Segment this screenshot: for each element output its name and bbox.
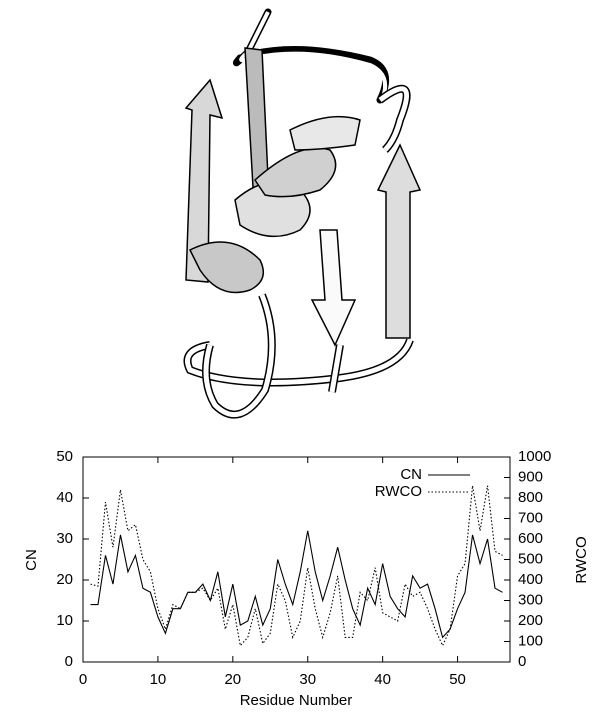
y2-tick-label: 800 bbox=[518, 489, 543, 506]
helix bbox=[289, 115, 361, 151]
loop bbox=[329, 344, 343, 393]
y2-tick-label: 900 bbox=[518, 468, 543, 485]
loop bbox=[185, 339, 413, 385]
y2-tick-label: 100 bbox=[518, 632, 543, 649]
series-line bbox=[90, 485, 503, 647]
strand-arrow bbox=[376, 143, 422, 339]
helix bbox=[188, 241, 265, 294]
legend-label: CN bbox=[400, 466, 422, 483]
y-tick-label: 30 bbox=[56, 530, 73, 547]
y-tick-label: 0 bbox=[65, 653, 73, 670]
plot-frame bbox=[82, 456, 511, 663]
y2-tick-label: 400 bbox=[518, 571, 543, 588]
series-line bbox=[90, 530, 503, 639]
y-tick-label: 40 bbox=[56, 489, 73, 506]
strand-arrow bbox=[184, 78, 224, 283]
x-axis-label: Residue Number bbox=[240, 692, 353, 709]
y2-tick-label: 600 bbox=[518, 530, 543, 547]
y2-tick-label: 0 bbox=[518, 653, 526, 670]
x-tick-label: 10 bbox=[150, 671, 167, 688]
loop bbox=[232, 8, 390, 104]
y2-axis-label: RWCO bbox=[573, 536, 590, 583]
legend-label: RWCO bbox=[375, 483, 422, 500]
x-tick-label: 40 bbox=[374, 671, 391, 688]
y-tick-label: 20 bbox=[56, 571, 73, 588]
protein-ribbon bbox=[183, 8, 422, 419]
x-tick-label: 0 bbox=[79, 671, 87, 688]
x-tick-label: 20 bbox=[224, 671, 241, 688]
y-tick-label: 50 bbox=[56, 448, 73, 465]
y2-tick-label: 1000 bbox=[518, 448, 551, 465]
x-tick-label: 50 bbox=[449, 671, 466, 688]
loop bbox=[239, 11, 387, 101]
y-axis-label: CN bbox=[23, 549, 40, 571]
y-tick-label: 10 bbox=[56, 612, 73, 629]
y2-tick-label: 300 bbox=[518, 591, 543, 608]
y2-tick-label: 500 bbox=[518, 550, 543, 567]
loop bbox=[203, 294, 275, 417]
strand-arrow bbox=[310, 229, 357, 347]
x-tick-label: 30 bbox=[299, 671, 316, 688]
loop bbox=[378, 86, 410, 152]
y2-tick-label: 200 bbox=[518, 612, 543, 629]
helix bbox=[254, 147, 337, 198]
y2-tick-label: 700 bbox=[518, 509, 543, 526]
